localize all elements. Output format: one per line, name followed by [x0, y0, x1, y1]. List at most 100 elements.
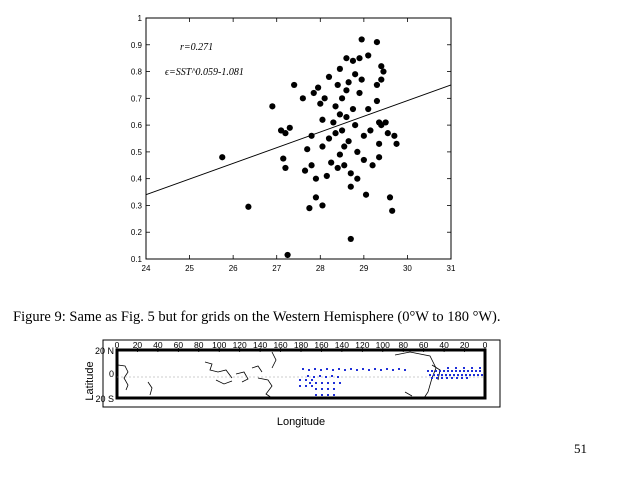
- grid-point: [327, 382, 329, 384]
- x-tick-label: 25: [185, 264, 194, 273]
- data-point: [358, 76, 365, 83]
- grid-point: [392, 369, 394, 371]
- data-point: [245, 203, 252, 210]
- data-point: [310, 89, 317, 97]
- grid-point: [356, 369, 358, 371]
- grid-point: [463, 370, 465, 372]
- grid-point: [337, 376, 339, 378]
- grid-point: [314, 368, 316, 370]
- grid-point: [326, 368, 328, 370]
- data-point: [343, 87, 350, 94]
- grid-point: [455, 370, 457, 372]
- grid-point: [315, 388, 317, 390]
- grid-point: [309, 382, 311, 384]
- grid-point: [469, 374, 471, 376]
- grid-point: [436, 377, 438, 379]
- grid-point: [437, 374, 439, 376]
- data-point: [341, 162, 348, 169]
- data-point: [308, 162, 315, 169]
- data-point: [332, 130, 339, 137]
- data-point: [301, 167, 309, 174]
- grid-point: [479, 370, 481, 372]
- data-point: [345, 138, 352, 145]
- data-point: [352, 71, 359, 78]
- scatter-plot: 0.10.20.30.40.50.60.70.80.91 24 25 26 27 28 2…: [131, 14, 456, 273]
- grid-point: [457, 374, 459, 376]
- data-point: [338, 127, 346, 134]
- grid-point: [386, 368, 388, 370]
- data-point: [389, 207, 396, 214]
- lon-tick-label: 40: [153, 340, 163, 350]
- data-point: [365, 52, 372, 59]
- data-point: [282, 164, 289, 172]
- data-point: [319, 202, 326, 209]
- data-point: [325, 73, 333, 81]
- data-point: [378, 63, 385, 70]
- grid-point: [445, 374, 447, 376]
- grid-point: [471, 370, 473, 372]
- data-point: [312, 175, 320, 182]
- data-point: [280, 155, 287, 162]
- data-point: [347, 170, 354, 177]
- data-point: [358, 36, 365, 43]
- grid-point: [433, 374, 435, 376]
- grid-point: [368, 369, 370, 371]
- grid-point: [441, 377, 443, 379]
- longitude-axis-label: Longitude: [277, 416, 325, 428]
- data-point: [373, 39, 381, 46]
- grid-point: [305, 385, 307, 387]
- grid-point: [320, 369, 322, 371]
- lon-tick-label: 120: [233, 340, 247, 350]
- data-point: [391, 132, 398, 139]
- x-tick-label: 27: [272, 264, 281, 273]
- grid-point: [398, 368, 400, 370]
- data-point: [352, 122, 359, 129]
- grid-point: [313, 376, 315, 378]
- grid-point: [307, 375, 309, 377]
- data-point: [347, 183, 354, 190]
- grid-point: [321, 388, 323, 390]
- grid-point: [431, 377, 433, 379]
- y-tick-label: 0.5: [131, 148, 143, 157]
- x-tick-label: 31: [447, 264, 456, 273]
- grid-point: [453, 374, 455, 376]
- grid-point: [299, 379, 301, 381]
- lon-tick-label: 40: [439, 340, 449, 350]
- grid-point: [339, 382, 341, 384]
- x-tick-label: 28: [316, 264, 325, 273]
- data-point: [325, 135, 333, 142]
- lon-tick-label: 80: [398, 340, 408, 350]
- data-point: [330, 119, 337, 126]
- latitude-axis-label: Latitude: [84, 361, 96, 400]
- data-point: [347, 235, 354, 243]
- data-point: [323, 172, 330, 180]
- x-tick-label: 26: [229, 264, 238, 273]
- longitude-ticks: 0 20 40 60 80 100 120 140 160 180 160 140 120 100 80 60…: [115, 340, 488, 352]
- data-point: [315, 84, 322, 91]
- data-point: [345, 79, 352, 86]
- grid-point: [443, 370, 445, 372]
- data-point: [376, 140, 383, 147]
- grid-point: [435, 370, 437, 372]
- data-point: [291, 81, 298, 89]
- lon-tick-label: 0: [115, 340, 120, 350]
- lon-tick-label: 80: [194, 340, 204, 350]
- y-tick-label: 0.2: [131, 228, 143, 237]
- y-tick-label: 1: [138, 14, 143, 23]
- map-frame: [115, 348, 487, 400]
- annotation-r: r=0.271: [180, 42, 213, 53]
- grid-point: [431, 370, 433, 372]
- grid-point: [441, 374, 443, 376]
- data-point: [336, 111, 343, 118]
- data-point: [306, 205, 313, 212]
- data-point: [362, 191, 370, 198]
- grid-point: [327, 388, 329, 390]
- grid-point: [481, 374, 483, 376]
- coastlines: [117, 351, 441, 399]
- grid-point: [463, 367, 465, 369]
- y-tick-label: 0.8: [131, 68, 143, 77]
- grid-point: [455, 367, 457, 369]
- lon-tick-label: 60: [419, 340, 429, 350]
- grid-point: [374, 368, 376, 370]
- data-point: [319, 116, 326, 123]
